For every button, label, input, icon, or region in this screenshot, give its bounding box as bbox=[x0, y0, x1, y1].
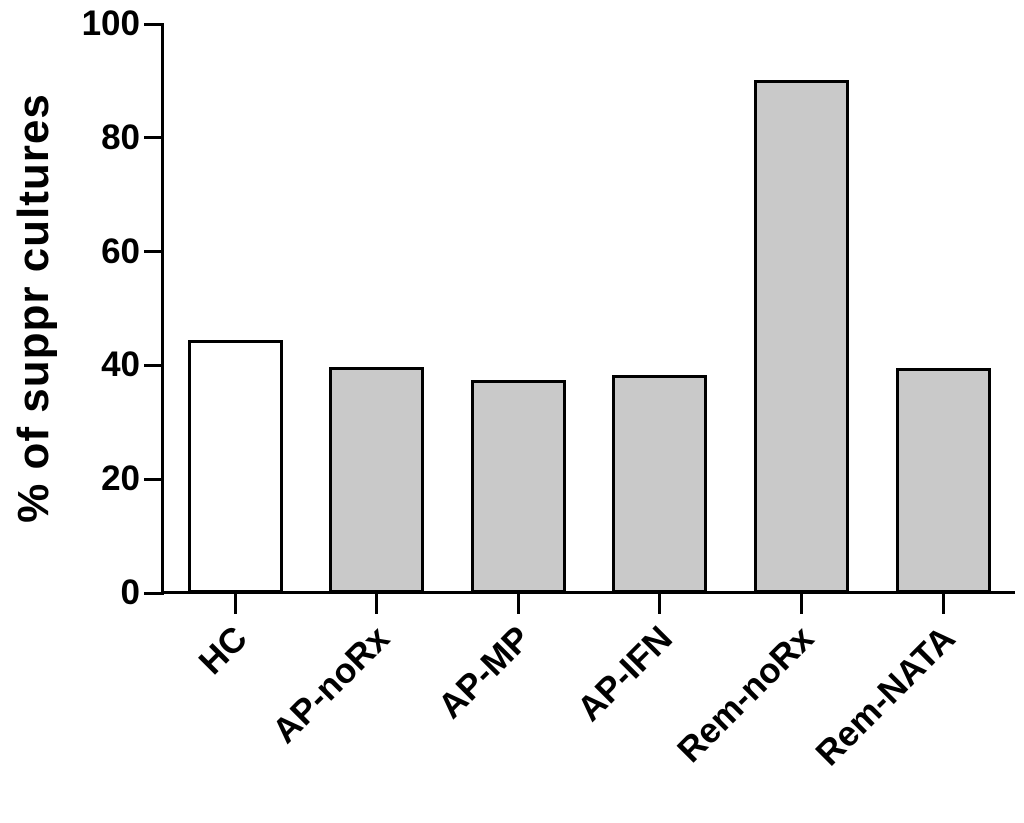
y-tick bbox=[144, 136, 163, 140]
x-tick-label: AP-MP bbox=[431, 618, 539, 727]
y-axis-line bbox=[161, 23, 164, 595]
bar-hc bbox=[187, 339, 283, 593]
bar-ap-mp bbox=[470, 379, 566, 593]
x-tick bbox=[799, 593, 803, 614]
y-tick bbox=[144, 477, 163, 481]
y-tick-label: 40 bbox=[101, 345, 140, 385]
x-tick bbox=[375, 593, 379, 614]
y-tick-label: 20 bbox=[101, 459, 140, 499]
x-tick bbox=[658, 593, 662, 614]
y-tick-label: 80 bbox=[101, 117, 140, 157]
y-tick-label: 60 bbox=[101, 231, 140, 271]
x-tick-label: AP-IFN bbox=[570, 618, 681, 729]
y-tick bbox=[144, 591, 163, 595]
x-tick bbox=[516, 593, 520, 614]
bar-rem-norx bbox=[753, 79, 849, 593]
x-tick-label: AP-noRx bbox=[264, 618, 397, 751]
bar-rem-nata bbox=[895, 368, 991, 593]
bar-ap-ifn bbox=[612, 375, 708, 593]
y-tick bbox=[144, 363, 163, 367]
x-tick-label: HC bbox=[191, 618, 256, 683]
y-tick bbox=[144, 250, 163, 254]
y-tick-label: 0 bbox=[120, 573, 140, 612]
x-tick-label: Rem-noRx bbox=[670, 618, 822, 771]
y-tick-label: 100 bbox=[81, 4, 140, 43]
x-tick-label: Rem-NATA bbox=[808, 618, 964, 774]
x-axis-line bbox=[161, 591, 1015, 594]
x-tick bbox=[233, 593, 237, 614]
x-tick bbox=[941, 593, 945, 614]
y-tick bbox=[144, 22, 163, 26]
bar-ap-norx bbox=[329, 366, 425, 593]
